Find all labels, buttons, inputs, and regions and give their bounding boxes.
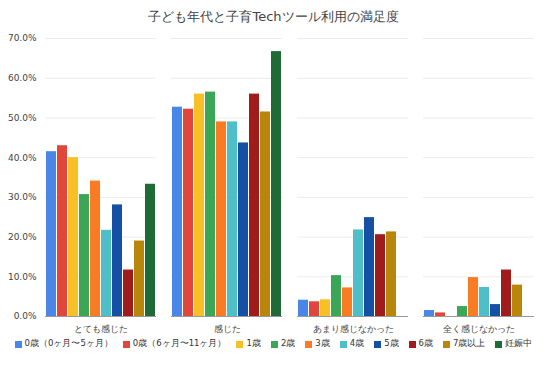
html-text:3歳: 3歳 [315, 338, 330, 348]
svg-text:60.0%: 60.0% [8, 73, 37, 83]
html-text:0歳（6ヶ月〜11ヶ月）: 0歳（6ヶ月〜11ヶ月） [132, 338, 227, 348]
html-text:1歳: 1歳 [246, 338, 261, 348]
svg-text:10.0%: 10.0% [8, 272, 37, 282]
html-text:子ども年代と子育Techツール利用の満足度: 子ども年代と子育Techツール利用の満足度 [148, 9, 399, 24]
html-text:5歳: 5歳 [384, 338, 399, 348]
html-text:4歳: 4歳 [349, 338, 365, 348]
svg-text:40.0%: 40.0% [8, 153, 37, 163]
svg-text:とても感じた: とても感じた [74, 324, 128, 334]
html-text:2歳: 2歳 [280, 338, 296, 348]
svg-text:0.0%: 0.0% [14, 311, 37, 321]
svg-text:感じた: 感じた [214, 324, 241, 334]
svg-text:70.0%: 70.0% [8, 33, 37, 43]
html-text:妊娠中: 妊娠中 [505, 338, 533, 348]
svg-text:50.0%: 50.0% [8, 113, 37, 123]
svg-text:全く感じなかった: 全く感じなかった [443, 324, 515, 334]
svg-text:30.0%: 30.0% [8, 192, 37, 202]
svg-text:20.0%: 20.0% [8, 232, 37, 242]
html-text:0歳（0ヶ月〜5ヶ月）: 0歳（0ヶ月〜5ヶ月） [24, 338, 113, 348]
html-text:6歳: 6歳 [418, 338, 433, 348]
svg-text:あまり感じなかった: あまり感じなかった [313, 324, 394, 334]
html-text:7歳以上: 7歳以上 [453, 338, 486, 348]
